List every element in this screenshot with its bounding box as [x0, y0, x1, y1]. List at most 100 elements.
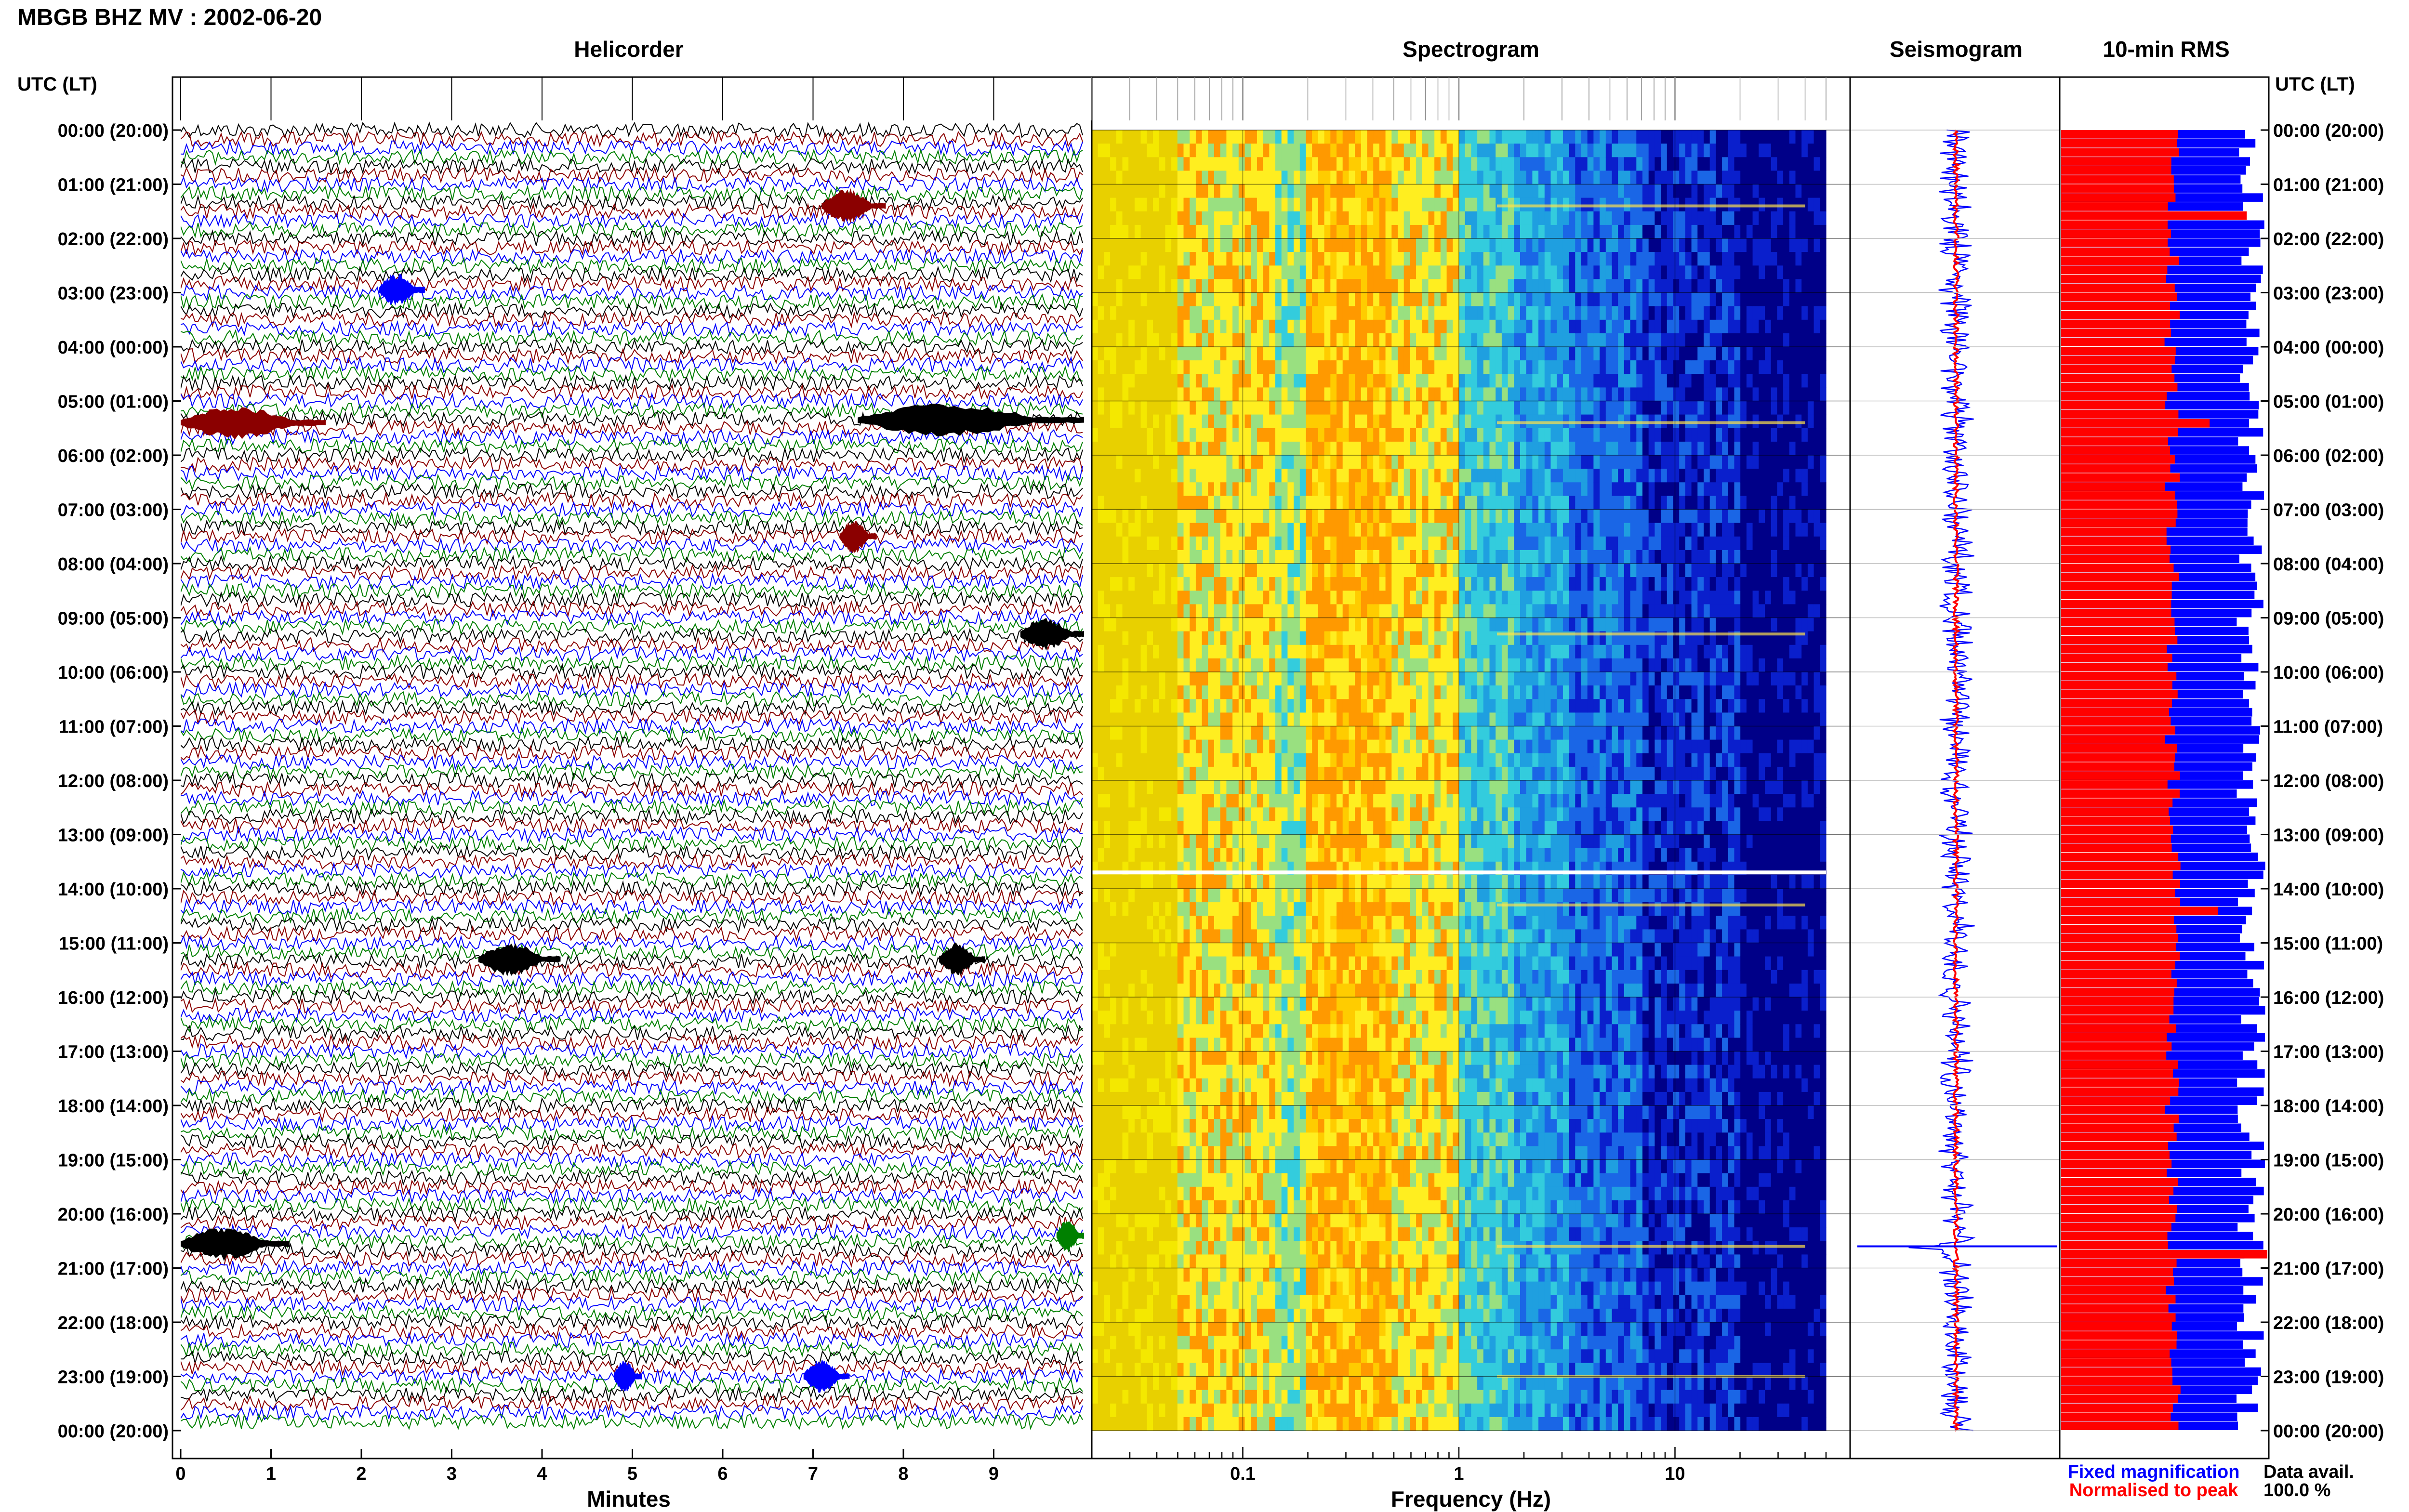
spectrogram-cell — [1324, 469, 1331, 483]
spectrogram-cell — [1318, 347, 1325, 361]
spectrogram-cell — [1281, 1091, 1288, 1106]
spectrogram-cell — [1134, 564, 1141, 578]
spectrogram-cell — [1257, 292, 1264, 307]
spectrogram-cell — [1361, 1376, 1368, 1391]
spectrogram-cell — [1220, 1336, 1227, 1350]
spectrogram-cell — [1195, 550, 1203, 564]
spectrogram-cell — [1153, 726, 1160, 740]
spectrogram-cell — [1269, 1376, 1276, 1391]
spectrogram-cell — [1324, 834, 1331, 849]
spectrogram-cell — [1220, 577, 1227, 591]
spectrogram-cell — [1275, 1065, 1282, 1079]
spectrogram-cell — [1238, 401, 1245, 415]
spectrogram-cell — [1330, 956, 1337, 971]
spectrogram-cell — [1104, 753, 1111, 767]
spectrogram-cell — [1171, 144, 1178, 158]
spectrogram-cell — [1183, 441, 1190, 456]
spectrogram-cell — [1361, 712, 1368, 727]
spectrogram-cell — [1287, 1214, 1294, 1228]
spectrogram-cell — [1391, 1417, 1398, 1431]
spectrogram-cell — [1257, 834, 1264, 849]
spectrogram-cell — [1128, 252, 1135, 266]
spectrogram-cell — [1391, 1078, 1398, 1092]
spectrogram-cell — [1403, 1011, 1410, 1025]
spectrogram-cell — [1337, 1065, 1343, 1079]
spectrogram-cell — [1373, 956, 1380, 971]
spectrogram-cell — [1355, 889, 1362, 903]
spectrogram-cell — [1122, 658, 1129, 672]
spectrogram-cell — [1379, 1186, 1386, 1201]
spectrogram-cell — [1318, 1186, 1325, 1201]
spectrogram-cell — [1337, 1390, 1343, 1404]
spectrogram-cell — [1373, 983, 1380, 998]
spectrogram-cell — [1110, 211, 1117, 225]
spectrogram-cell — [1134, 550, 1141, 564]
spectrogram-cell — [1092, 807, 1099, 821]
spectrogram-cell — [1110, 387, 1117, 402]
spectrogram-cell — [1134, 279, 1141, 293]
spectrogram-cell — [1342, 184, 1349, 198]
spectrogram-cell — [1159, 1078, 1165, 1092]
spectrogram-cell — [1190, 1254, 1196, 1269]
spectrogram-cell — [1373, 130, 1380, 144]
spectrogram-cell — [1092, 482, 1099, 496]
spectrogram-cell — [1287, 279, 1294, 293]
spectrogram-cell — [1159, 1024, 1165, 1038]
spectrogram-cell — [1337, 1146, 1343, 1160]
spectrogram-cell — [1183, 916, 1190, 930]
spectrogram-cell — [1257, 1105, 1264, 1119]
spectrogram-cell — [1238, 591, 1245, 605]
spectrogram-cell — [1318, 1105, 1325, 1119]
spectrogram-cell — [1165, 726, 1172, 740]
spectrogram-cell — [1349, 631, 1355, 645]
spectrogram-cell — [1294, 739, 1300, 754]
spectrogram-cell — [1385, 834, 1392, 849]
spectrogram-cell — [1128, 604, 1135, 618]
spectrogram-cell — [1214, 523, 1221, 537]
spectrogram-cell — [1391, 1159, 1398, 1174]
spectrogram-cell — [1263, 536, 1270, 551]
spectrogram-cell — [1147, 1295, 1153, 1309]
spectrogram-cell — [1190, 1146, 1196, 1160]
spectrogram-cell — [1299, 848, 1307, 862]
spectrogram-cell — [1299, 1146, 1307, 1160]
spectrogram-cell — [1183, 130, 1190, 144]
spectrogram-cell — [1244, 211, 1251, 225]
spectrogram-cell — [1355, 496, 1362, 510]
spectrogram-cell — [1312, 279, 1319, 293]
spectrogram-cell — [1257, 1078, 1264, 1092]
spectrogram-cell — [1244, 333, 1251, 347]
spectrogram-cell — [1122, 577, 1129, 591]
spectrogram-cell — [1208, 1011, 1215, 1025]
spectrogram-cell — [1177, 279, 1184, 293]
spectrogram-cell — [1398, 1214, 1404, 1228]
spectrogram-cell — [1287, 455, 1294, 469]
spectrogram-cell — [1269, 875, 1276, 889]
spectrogram-cell — [1263, 1417, 1270, 1431]
spectrogram-cell — [1312, 970, 1319, 984]
spectrogram-cell — [1110, 712, 1117, 727]
spectrogram-cell — [1385, 441, 1392, 456]
spectrogram-cell — [1226, 1011, 1233, 1025]
spectrogram-cell — [1202, 1241, 1208, 1255]
spectrogram-cell — [1294, 753, 1300, 767]
spectrogram-cell — [1140, 265, 1147, 279]
spectrogram-cell — [1122, 604, 1129, 618]
spectrogram-cell — [1398, 631, 1404, 645]
spectrogram-cell — [1092, 211, 1099, 225]
spectrogram-cell — [1349, 144, 1355, 158]
spectrogram-cell — [1403, 292, 1410, 307]
spectrogram-cell — [1294, 441, 1300, 456]
spectrogram-cell — [1337, 469, 1343, 483]
spectrogram-cell — [1269, 1241, 1276, 1255]
spectrogram-cell — [1134, 956, 1141, 971]
spectrogram-cell — [1147, 224, 1153, 239]
spectrogram-cell — [1195, 1295, 1203, 1309]
spectrogram-cell — [1257, 1281, 1264, 1296]
spectrogram-cell — [1275, 1268, 1282, 1282]
spectrogram-cell — [1403, 956, 1410, 971]
spectrogram-cell — [1385, 672, 1392, 686]
spectrogram-cell — [1183, 319, 1190, 334]
spectrogram-cell — [1306, 726, 1312, 740]
spectrogram-cell — [1092, 1390, 1099, 1404]
